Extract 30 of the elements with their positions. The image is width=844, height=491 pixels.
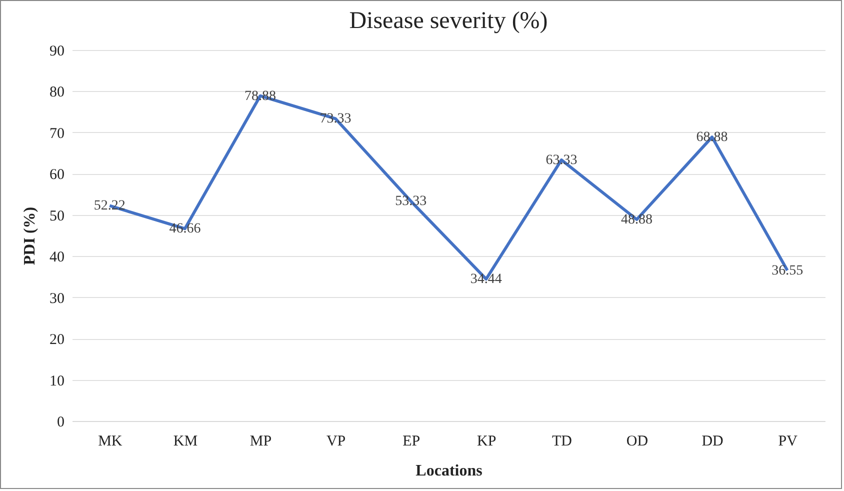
x-axis-title: Locations [416,462,482,480]
data-label: 46.66 [169,222,201,237]
y-tick-label: 90 [50,44,64,60]
x-tick-label: DD [702,434,724,450]
chart-title: Disease severity (%) [349,8,548,34]
x-tick-label: MP [250,434,272,450]
y-tick-label: 70 [50,126,64,142]
x-tick-label: VP [326,434,346,450]
y-tick-label: 30 [50,290,64,307]
data-label: 34.44 [470,272,502,288]
y-axis-title: PDI (%) [22,206,38,266]
x-tick-label: OD [626,434,648,450]
y-tick-label: 50 [50,208,64,224]
data-label: 48.88 [621,212,652,228]
y-tick-label: 20 [50,332,64,348]
x-tick-label: KM [173,434,198,450]
y-tick-label: 10 [50,373,64,390]
y-tick-label: 40 [50,250,64,266]
data-label: 52.22 [94,198,126,214]
x-tick-label: TD [552,434,572,450]
y-tick-label: 60 [50,167,64,184]
x-tick-label: MK [98,434,122,450]
data-label: 68.88 [696,130,728,146]
data-label: 63.33 [546,152,578,168]
x-tick-label: PV [778,434,798,450]
y-tick-label: 0 [57,414,64,430]
y-tick-label: 80 [50,84,64,101]
x-tick-label: EP [402,434,420,450]
data-label: 36.55 [772,263,804,278]
x-tick-label: KP [477,434,496,450]
